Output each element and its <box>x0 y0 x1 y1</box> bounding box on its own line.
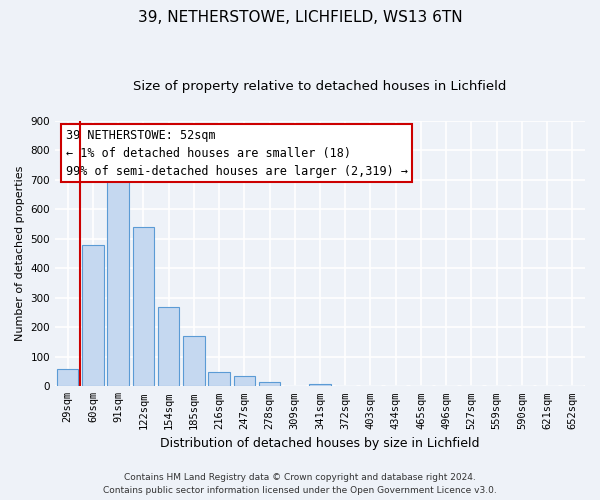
Y-axis label: Number of detached properties: Number of detached properties <box>15 166 25 341</box>
Bar <box>158 306 179 386</box>
Bar <box>208 372 230 386</box>
Bar <box>107 174 129 386</box>
Text: Contains HM Land Registry data © Crown copyright and database right 2024.
Contai: Contains HM Land Registry data © Crown c… <box>103 474 497 495</box>
Title: Size of property relative to detached houses in Lichfield: Size of property relative to detached ho… <box>133 80 507 93</box>
Bar <box>57 368 79 386</box>
Bar <box>309 384 331 386</box>
Bar <box>233 376 255 386</box>
Bar <box>183 336 205 386</box>
Bar <box>82 244 104 386</box>
Text: 39 NETHERSTOWE: 52sqm
← 1% of detached houses are smaller (18)
99% of semi-detac: 39 NETHERSTOWE: 52sqm ← 1% of detached h… <box>65 128 407 178</box>
Bar <box>259 382 280 386</box>
X-axis label: Distribution of detached houses by size in Lichfield: Distribution of detached houses by size … <box>160 437 480 450</box>
Bar <box>133 227 154 386</box>
Text: 39, NETHERSTOWE, LICHFIELD, WS13 6TN: 39, NETHERSTOWE, LICHFIELD, WS13 6TN <box>137 10 463 25</box>
